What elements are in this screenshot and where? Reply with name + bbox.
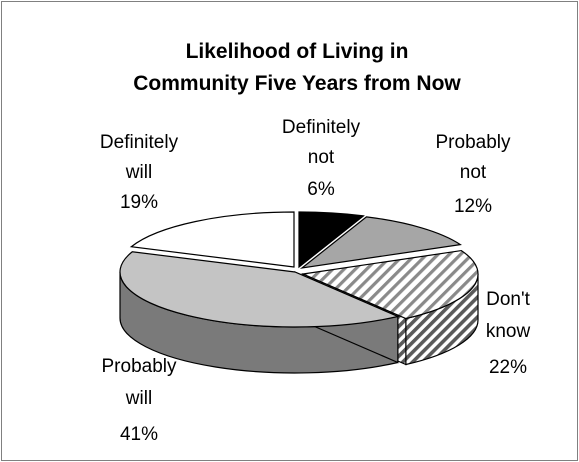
pie-slice [300, 249, 479, 320]
slice-percent-label: 22% [489, 357, 527, 378]
slice-category-label: Definitely [282, 117, 361, 138]
slice-percent-label: 41% [120, 424, 158, 445]
slice-category-label: will [125, 162, 152, 183]
slice-category-label: not [460, 162, 487, 183]
slice-category-label: Probably [436, 132, 511, 153]
slice-category-label: know [486, 321, 531, 342]
chart-title-line: Likelihood of Living in [186, 40, 409, 63]
slice-percent-label: 19% [120, 192, 158, 213]
slice-category-label: Probably [102, 356, 177, 377]
slice-category-label: not [308, 147, 335, 168]
slice-category-label: Don't [486, 289, 530, 310]
slice-category-label: Definitely [100, 132, 179, 153]
slice-percent-label: 6% [307, 179, 335, 200]
pie-slice [129, 211, 295, 268]
slice-percent-label: 12% [454, 196, 492, 217]
pie [119, 211, 479, 374]
chart-title: Likelihood of Living in Community Five Ye… [133, 40, 461, 95]
chart-title-line: Community Five Years from Now [133, 72, 461, 95]
pie-slice [119, 251, 400, 328]
pie-slice [298, 211, 365, 269]
pie-slice [299, 216, 462, 269]
slice-labels: Definitely not 6% Probably not 12% Don't know 22… [100, 117, 531, 445]
slice-category-label: will [125, 388, 152, 409]
